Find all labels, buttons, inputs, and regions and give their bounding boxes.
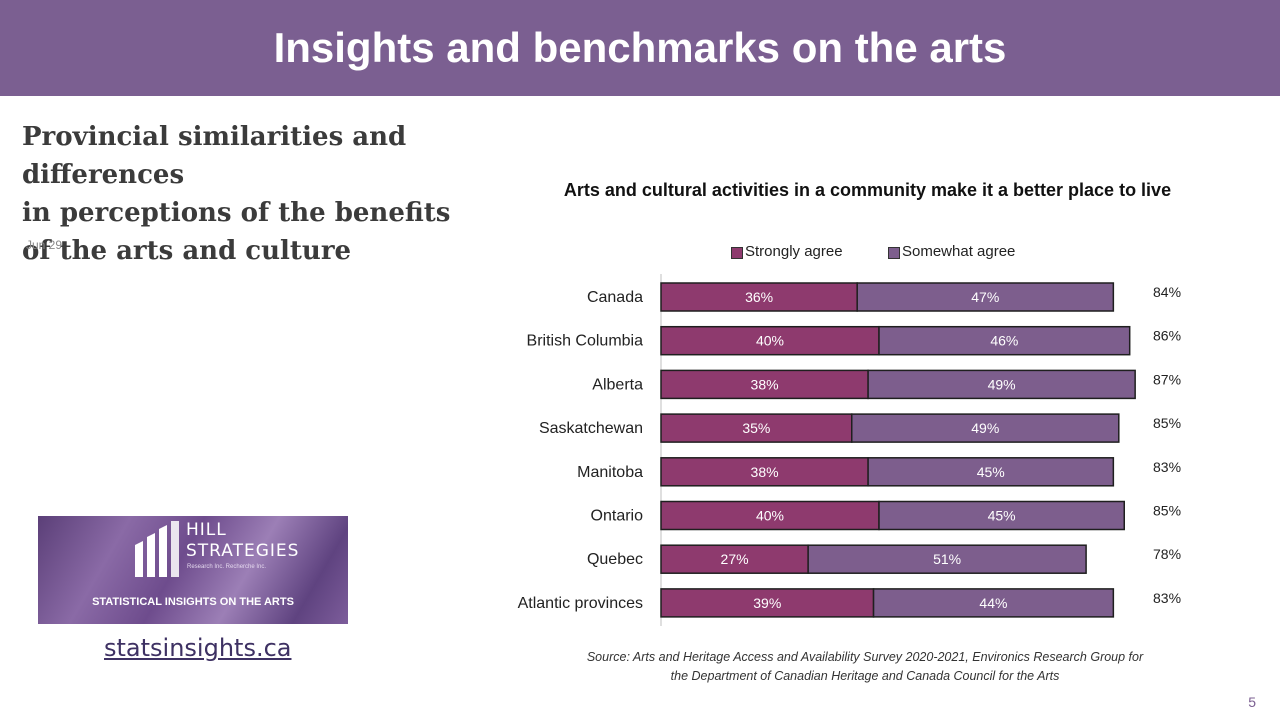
article-title[interactable]: Provincial similarities and differences … (22, 122, 451, 266)
data-label-somewhat-agree-ontario: 45% (988, 508, 1016, 524)
total-label-ontario: 85% (1153, 503, 1181, 519)
data-label-strongly-agree-canada: 36% (745, 289, 773, 305)
hill-strategies-logo[interactable]: HILL STRATEGIES Research Inc. Recherche … (38, 516, 348, 624)
data-label-somewhat-agree-canada: 47% (971, 289, 999, 305)
chart-source: Source: Arts and Heritage Access and Ava… (586, 650, 1144, 683)
category-label-saskatchewan: Saskatchewan (539, 420, 643, 437)
total-label-canada: 84% (1153, 284, 1181, 300)
article-date: Jun 29 (26, 238, 63, 252)
bar-strongly-agree-british-columbia (660, 325, 880, 356)
category-label-alberta: Alberta (592, 376, 643, 393)
data-label-somewhat-agree-saskatchewan: 49% (971, 420, 999, 436)
bar-somewhat-agree-manitoba (867, 457, 1115, 487)
data-label-somewhat-agree-manitoba: 45% (977, 464, 1005, 480)
stacked-bar-chart: Canada 36% 47% 84% British Columbia 40% 46% 86%… (518, 274, 1181, 626)
bar-strongly-agree-manitoba (660, 457, 869, 487)
data-label-somewhat-agree-quebec: 51% (933, 551, 961, 567)
category-label-british-columbia: British Columbia (527, 333, 644, 350)
bar-strongly-agree-alberta (660, 369, 869, 400)
logo-subtitle: Research Inc. Recherche Inc. (187, 564, 267, 570)
legend-label-somewhat-agree: Somewhat agree (902, 243, 1016, 260)
data-label-somewhat-agree-british-columbia: 46% (990, 333, 1018, 349)
page-title: Insights and benchmarks on the arts (273, 24, 1007, 71)
data-label-strongly-agree-alberta: 38% (751, 376, 779, 392)
chart-title: Arts and cultural activities in a commun… (563, 180, 1172, 200)
category-label-canada: Canada (587, 289, 643, 306)
category-label-manitoba: Manitoba (577, 464, 643, 481)
data-label-strongly-agree-manitoba: 38% (751, 464, 779, 480)
logo-name: HILL STRATEGIES (186, 520, 300, 561)
total-label-manitoba: 83% (1153, 459, 1181, 475)
bar-somewhat-agree-british-columbia (878, 325, 1131, 356)
data-label-somewhat-agree-atlantic-provinces: 44% (979, 595, 1007, 611)
bar-somewhat-agree-canada (856, 282, 1115, 312)
bar-strongly-agree-canada (660, 282, 858, 312)
category-label-atlantic-provinces: Atlantic provinces (518, 595, 643, 612)
total-label-saskatchewan: 85% (1153, 415, 1181, 431)
building-bars-icon (135, 521, 179, 577)
category-label-ontario: Ontario (591, 508, 644, 525)
bar-somewhat-agree-alberta (867, 369, 1136, 400)
legend-label-strongly-agree: Strongly agree (745, 243, 843, 260)
bar-somewhat-agree-saskatchewan (851, 413, 1120, 443)
bar-somewhat-agree-atlantic-provinces (872, 588, 1115, 618)
total-label-british-columbia: 86% (1153, 328, 1181, 344)
data-label-strongly-agree-british-columbia: 40% (756, 333, 784, 349)
legend-swatch-somewhat-agree (888, 247, 900, 259)
total-label-atlantic-provinces: 83% (1153, 590, 1181, 606)
bar-somewhat-agree-quebec (807, 544, 1087, 574)
data-label-somewhat-agree-alberta: 49% (988, 376, 1016, 392)
data-label-strongly-agree-ontario: 40% (756, 508, 784, 524)
data-label-strongly-agree-saskatchewan: 35% (742, 420, 770, 436)
total-label-quebec: 78% (1153, 546, 1181, 562)
header-banner (0, 0, 1280, 96)
legend-swatch-strongly-agree (731, 247, 743, 259)
data-label-strongly-agree-quebec: 27% (721, 551, 749, 567)
bar-somewhat-agree-ontario (878, 500, 1125, 531)
page-number: 5 (1248, 694, 1256, 710)
data-label-strongly-agree-atlantic-provinces: 39% (753, 595, 781, 611)
total-label-alberta: 87% (1153, 371, 1181, 387)
category-label-quebec: Quebec (587, 551, 643, 568)
bar-strongly-agree-atlantic-provinces (660, 588, 875, 618)
logo-tagline: STATISTICAL INSIGHTS ON THE ARTS (92, 596, 294, 608)
website-link[interactable]: statsinsights.ca (104, 634, 292, 662)
